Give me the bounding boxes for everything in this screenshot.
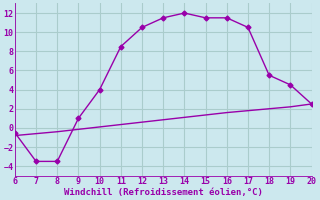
X-axis label: Windchill (Refroidissement éolien,°C): Windchill (Refroidissement éolien,°C) (64, 188, 263, 197)
